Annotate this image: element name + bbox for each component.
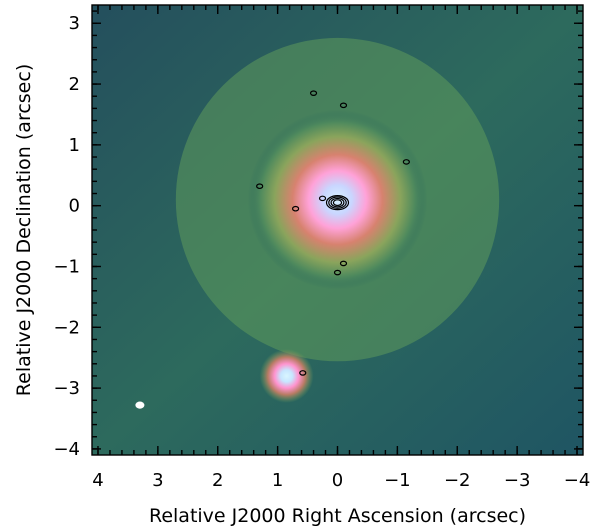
y-tick-label: 2 bbox=[69, 74, 80, 95]
contour-loop bbox=[309, 90, 318, 96]
contour-loop bbox=[332, 199, 343, 207]
x-tick-label: −4 bbox=[564, 470, 591, 491]
x-tick-label: −1 bbox=[384, 470, 411, 491]
contour-loop bbox=[339, 102, 348, 109]
contour-loop bbox=[318, 195, 327, 202]
contour-loop bbox=[325, 195, 350, 211]
x-tick-label: −3 bbox=[504, 470, 531, 491]
secondary-source bbox=[259, 349, 314, 403]
contour-loop bbox=[402, 159, 410, 165]
contour-loop bbox=[299, 370, 307, 376]
x-tick-label: 4 bbox=[92, 470, 103, 491]
y-tick-label: 3 bbox=[69, 13, 80, 34]
contour-loop bbox=[330, 197, 345, 208]
contour-layer bbox=[256, 90, 410, 376]
y-tick-label: −2 bbox=[53, 317, 80, 338]
x-tick-label: 0 bbox=[332, 470, 343, 491]
x-tick-label: −2 bbox=[444, 470, 471, 491]
x-tick-labels: 4 3 2 1 0 −1 −2 −3 −4 bbox=[92, 470, 590, 491]
y-axis-title: Relative J2000 Declination (arcsec) bbox=[13, 64, 35, 396]
image-layer bbox=[92, 5, 583, 455]
y-tick-label: −1 bbox=[53, 256, 80, 277]
x-tick-label: 2 bbox=[212, 470, 223, 491]
contour-loop bbox=[291, 205, 300, 212]
y-tick-label: 1 bbox=[69, 135, 80, 156]
y-tick-label: 0 bbox=[69, 196, 80, 217]
y-tick-label: −4 bbox=[53, 439, 80, 460]
y-tick-labels: 3 2 1 0 −1 −2 −3 −4 bbox=[53, 13, 80, 460]
tick-marks bbox=[92, 5, 583, 455]
x-axis-title: Relative J2000 Right Ascension (arcsec) bbox=[149, 505, 526, 527]
x-tick-label: 1 bbox=[272, 470, 283, 491]
beam-ellipse bbox=[135, 401, 145, 409]
contour-loop bbox=[256, 183, 264, 190]
x-tick-label: 3 bbox=[152, 470, 163, 491]
contour-loop bbox=[328, 196, 347, 209]
contour-loop bbox=[333, 269, 342, 276]
contour-loop bbox=[339, 260, 348, 267]
y-tick-label: −3 bbox=[53, 378, 80, 399]
